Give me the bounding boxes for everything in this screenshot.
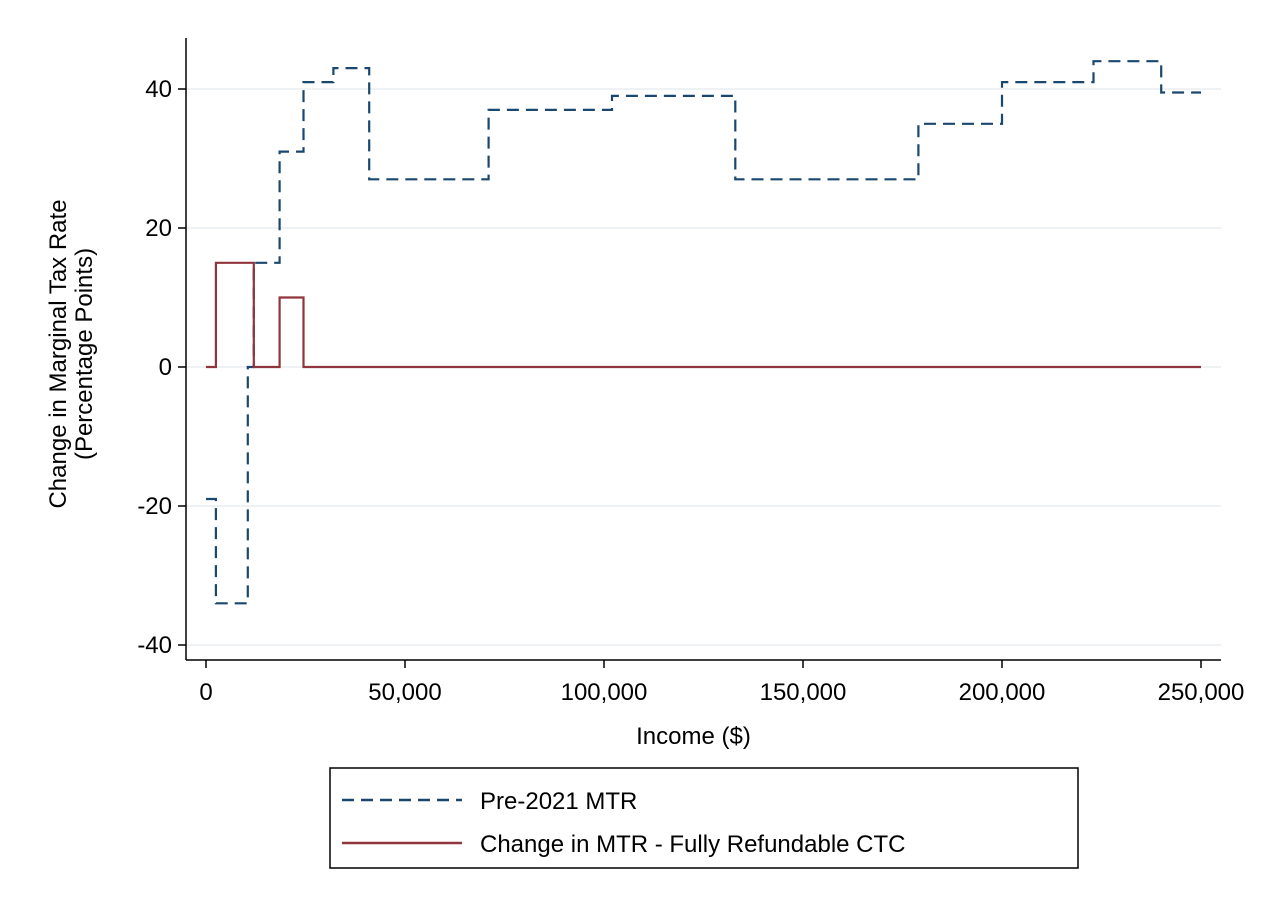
y-ticks: -40 -20 0 20 40 xyxy=(137,76,186,659)
y-tick-label: -20 xyxy=(137,493,172,520)
series-lines xyxy=(206,60,1201,605)
x-tick-label: 150,000 xyxy=(760,679,847,706)
y-axis-label-line1: Change in Marginal Tax Rate xyxy=(45,199,72,508)
x-tick-label: 100,000 xyxy=(561,679,648,706)
series-line-1 xyxy=(206,261,1201,369)
legend-box xyxy=(329,767,1079,869)
y-tick-label: 40 xyxy=(145,76,172,103)
y-tick-label: 20 xyxy=(145,215,172,242)
y-tick-label: 0 xyxy=(159,354,172,381)
legend-label-ctc: Change in MTR - Fully Refundable CTC xyxy=(480,831,906,858)
x-tick-label: 0 xyxy=(199,679,212,706)
x-tick-label: 50,000 xyxy=(368,679,441,706)
x-axis-label: Income ($) xyxy=(636,723,751,750)
y-axis-label-line2: (Percentage Points) xyxy=(71,248,98,460)
x-tick-label: 250,000 xyxy=(1158,679,1245,706)
x-ticks: 0 50,000 100,000 150,000 200,000 250,000 xyxy=(199,660,1244,706)
legend: Pre-2021 MTR Change in MTR - Fully Refun… xyxy=(329,767,1079,869)
series-line-0 xyxy=(206,60,1201,605)
y-tick-label: -40 xyxy=(137,632,172,659)
x-tick-label: 200,000 xyxy=(959,679,1046,706)
legend-label-pre-2021: Pre-2021 MTR xyxy=(480,788,637,815)
